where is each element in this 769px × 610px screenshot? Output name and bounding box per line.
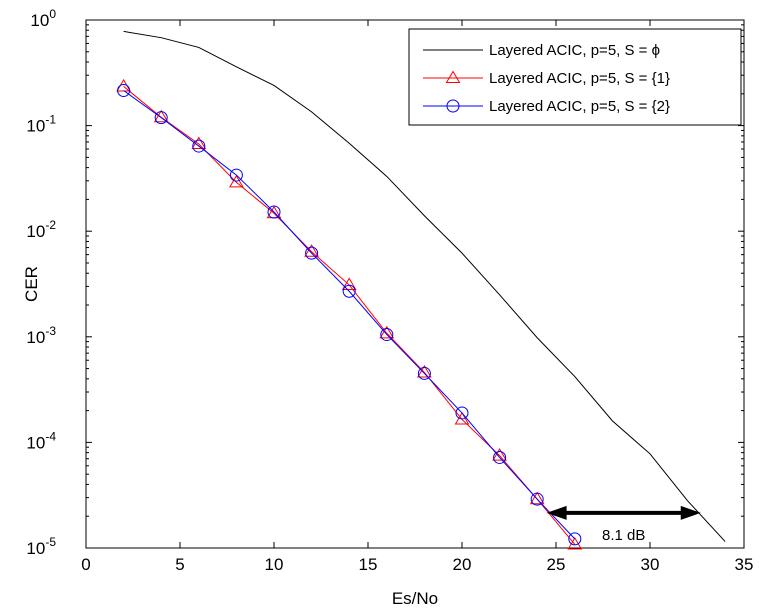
annotation-arrowhead-left [546,505,567,520]
x-tick-label: 0 [81,555,90,574]
x-tick-label: 35 [735,555,754,574]
data-point-circle [455,406,469,420]
y-tick-label: 10-1 [26,113,56,136]
legend-item: Layered ACIC, p=5, S = {1} [423,70,670,87]
data-point-triangle [379,325,395,339]
data-point-triangle [445,70,461,84]
data-point-circle [530,492,544,506]
data-point-circle [568,532,582,546]
annotation-layer: 8.1 dB [546,505,701,544]
data-point-triangle [304,244,319,257]
data-point-circle [417,366,431,380]
legend-box [408,28,742,126]
legend-label: Layered ACIC, p=5, S = {2} [489,98,670,115]
data-point-circle [154,111,168,125]
series-layer [116,30,726,550]
y-tick-label: 10-5 [26,535,56,558]
data-point-circle [267,205,281,219]
data-point-circle [380,328,394,342]
data-point-circle [305,246,319,260]
legend-label: Layered ACIC, p=5, S = {1} [489,70,670,87]
x-axis-label: Es/No [392,589,438,608]
y-tick-label: 10-2 [26,218,56,241]
legend: Layered ACIC, p=5, S = ϕ Layered ACIC, p=… [408,28,742,126]
annotation-arrowhead-right [680,505,701,520]
x-tick-label: 10 [265,555,284,574]
legend-item: Layered ACIC, p=5, S = {2} [423,98,670,115]
data-point-circle [342,284,356,298]
x-tick-label: 5 [175,555,184,574]
data-point-triangle [153,109,169,123]
data-point-circle [446,99,460,113]
data-point-triangle [417,364,432,378]
x-tick-label: 15 [359,555,378,574]
y-tick-label: 10-4 [26,429,56,452]
annotation-label: 8.1 dB [602,527,645,544]
data-point-circle [192,139,206,153]
x-tick-label: 25 [547,555,566,574]
y-tick-label: 100 [30,7,56,30]
x-tick-label: 30 [641,555,660,574]
data-point-triangle [492,448,507,461]
data-point-circle [229,168,243,182]
data-point-triangle [341,277,357,290]
y-axis-label: CER [22,266,41,302]
data-point-circle [493,450,507,464]
data-point-triangle [229,174,244,188]
data-point-triangle [529,491,545,505]
data-point-circle [117,83,131,97]
series-line [123,30,726,542]
y-tick-label: 10-3 [26,324,56,347]
legend-item: Layered ACIC, p=5, S = ϕ [423,42,660,59]
series-line [123,90,576,540]
series-1 [123,30,726,542]
legend-label: Layered ACIC, p=5, S = ϕ [489,42,660,59]
series-3 [117,83,582,546]
x-tick-label: 20 [453,555,472,574]
